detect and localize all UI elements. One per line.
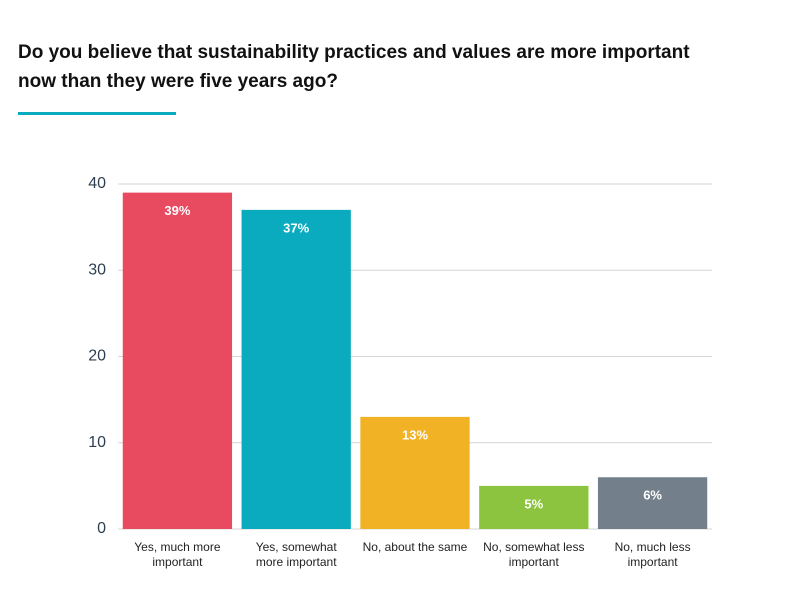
value-label: 6% (643, 488, 662, 503)
bar (122, 192, 233, 529)
y-tick-label: 20 (88, 348, 106, 365)
value-label: 13% (402, 427, 428, 442)
title-underline (18, 112, 176, 115)
x-tick-label: No, about the same (362, 540, 468, 554)
value-label: 37% (283, 220, 309, 235)
x-tick-label: Yes, much more important (134, 540, 221, 569)
bar (360, 416, 470, 529)
x-tick-label: No, much less important (614, 540, 691, 569)
bar (241, 209, 351, 529)
x-tick-label: Yes, somewhat more important (255, 540, 337, 569)
y-tick-label: 0 (97, 520, 106, 537)
bar (597, 477, 708, 529)
value-label: 5% (524, 496, 543, 511)
y-tick-label: 40 (88, 175, 106, 192)
bar (479, 485, 589, 529)
value-label: 39% (164, 203, 190, 218)
chart-title: Do you believe that sustainability pract… (18, 42, 690, 92)
y-tick-label: 10 (88, 434, 106, 451)
y-tick-label: 30 (88, 261, 106, 278)
x-tick-label: No, somewhat less important (483, 540, 585, 569)
